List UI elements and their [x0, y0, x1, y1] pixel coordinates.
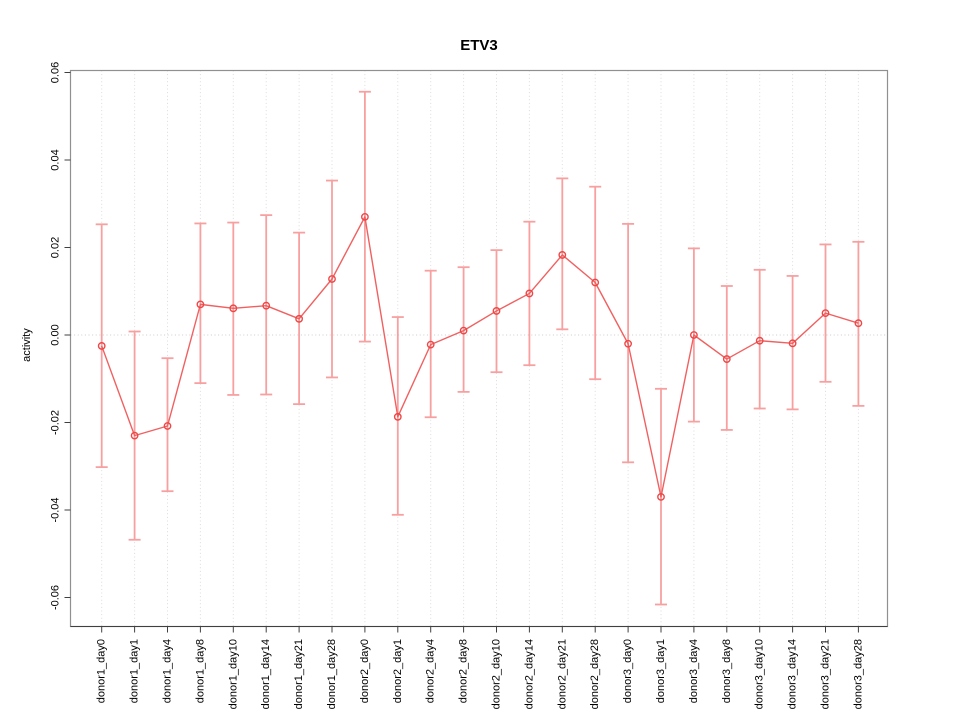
x-tick-labels: donor1_day0 donor1_day1 donor1_day4 donor1_…: [96, 639, 865, 709]
axis-ticks: [64, 72, 859, 633]
x-tick-label: donor1_day8: [194, 639, 206, 703]
data-point: [722, 355, 731, 363]
x-tick-label: donor3_day8: [721, 639, 733, 703]
data-point: [426, 340, 435, 349]
y-tick-label: 0.06: [50, 62, 62, 83]
x-tick-label: donor2_day4: [425, 639, 437, 703]
error-bars: [95, 90, 865, 606]
data-point: [558, 251, 567, 259]
y-tick-label: 0.02: [50, 237, 62, 258]
data-point: [97, 342, 106, 350]
y-tick-label: -0.02: [50, 410, 62, 435]
x-tick-label: donor2_day21: [556, 639, 568, 709]
y-tick-label: -0.06: [50, 585, 62, 610]
plot-border: [69, 69, 889, 628]
x-tick-label: donor3_day10: [754, 639, 766, 709]
data-point: [360, 212, 369, 221]
x-tick-label: donor1_day28: [326, 639, 338, 709]
x-tick-label: donor3_day28: [852, 639, 864, 709]
x-tick-label: donor3_day1: [655, 639, 667, 703]
y-tick-label: 0.04: [50, 149, 62, 170]
x-tick-label: donor1_day0: [96, 639, 108, 703]
y-tick-labels: 0.06 0.04 0.02 0.00 -0.02 -0.04 -0.06: [50, 62, 62, 610]
data-point: [624, 339, 632, 348]
data-point: [130, 431, 139, 440]
x-tick-label: donor1_day14: [260, 639, 272, 709]
data-point: [854, 319, 863, 328]
data-point: [328, 275, 336, 283]
x-tick-label: donor2_day28: [589, 639, 601, 709]
x-tick-label: donor3_day21: [820, 639, 832, 709]
data-points: [97, 212, 863, 501]
data-point: [690, 331, 698, 339]
data-point: [492, 307, 501, 315]
x-tick-label: donor3_day4: [688, 639, 700, 703]
data-point: [657, 492, 665, 501]
y-tick-label: -0.04: [50, 497, 62, 522]
y-axis-title: activity: [21, 328, 33, 362]
chart-title: ETV3: [460, 37, 498, 54]
x-tick-label: donor3_day14: [787, 639, 799, 709]
data-point: [788, 339, 797, 348]
data-point: [393, 412, 402, 421]
x-tick-label: donor2_day0: [359, 639, 371, 703]
x-tick-label: donor1_day21: [293, 639, 305, 709]
y-tick-label: 0.00: [50, 324, 62, 345]
x-tick-label: donor1_day1: [129, 639, 141, 703]
data-point: [525, 289, 534, 298]
x-tick-label: donor2_day1: [392, 639, 404, 703]
data-point: [163, 422, 172, 430]
x-tick-label: donor1_day10: [227, 639, 239, 709]
data-point: [295, 314, 303, 323]
plot-box: [69, 69, 889, 628]
x-tick-label: donor1_day4: [162, 639, 174, 703]
data-point: [262, 301, 271, 310]
x-tick-label: donor2_day8: [458, 639, 470, 703]
data-point: [755, 336, 764, 345]
series-polyline: [101, 216, 859, 498]
series-line: [101, 216, 859, 498]
x-tick-label: donor3_day0: [622, 639, 634, 703]
data-point: [459, 326, 468, 335]
data-point: [821, 309, 830, 318]
x-tick-label: donor2_day14: [523, 639, 535, 709]
data-point: [196, 300, 205, 309]
data-point: [591, 278, 600, 287]
data-point: [229, 304, 238, 313]
x-tick-label: donor2_day10: [491, 639, 503, 709]
